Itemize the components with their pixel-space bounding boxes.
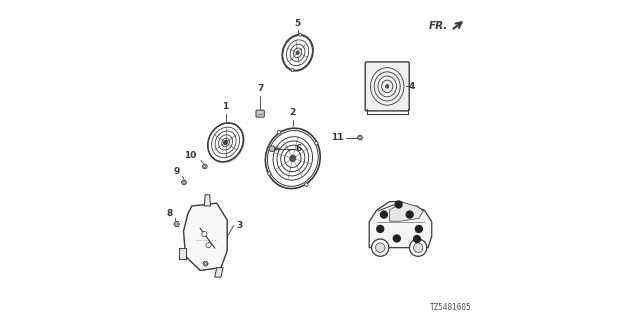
Ellipse shape: [282, 35, 313, 71]
Polygon shape: [369, 202, 432, 248]
Ellipse shape: [223, 140, 228, 145]
Circle shape: [380, 211, 388, 219]
FancyBboxPatch shape: [365, 62, 409, 111]
Circle shape: [205, 263, 207, 265]
Polygon shape: [204, 195, 211, 206]
Ellipse shape: [208, 123, 245, 164]
Ellipse shape: [296, 51, 300, 55]
Polygon shape: [184, 203, 227, 270]
Circle shape: [359, 137, 361, 139]
Text: 2: 2: [290, 108, 296, 117]
Ellipse shape: [385, 84, 389, 88]
Text: 9: 9: [174, 167, 180, 176]
Polygon shape: [203, 261, 208, 266]
Circle shape: [183, 181, 185, 183]
Ellipse shape: [207, 123, 244, 162]
Circle shape: [393, 234, 401, 243]
Ellipse shape: [290, 155, 296, 162]
Circle shape: [204, 165, 206, 167]
Circle shape: [376, 225, 385, 233]
Circle shape: [175, 223, 178, 225]
Text: 3: 3: [236, 221, 243, 230]
Polygon shape: [357, 135, 363, 140]
Circle shape: [394, 200, 403, 209]
Ellipse shape: [278, 130, 281, 134]
Ellipse shape: [305, 183, 308, 187]
Polygon shape: [179, 248, 186, 259]
Polygon shape: [215, 268, 223, 277]
Circle shape: [406, 211, 414, 219]
Circle shape: [413, 235, 421, 243]
Polygon shape: [174, 221, 179, 227]
Circle shape: [269, 146, 275, 152]
Circle shape: [206, 243, 211, 248]
Ellipse shape: [315, 141, 318, 145]
Ellipse shape: [291, 68, 294, 72]
Circle shape: [413, 243, 423, 252]
Circle shape: [376, 243, 385, 252]
Text: 6: 6: [296, 144, 301, 153]
Circle shape: [202, 231, 207, 236]
Circle shape: [372, 239, 389, 256]
Polygon shape: [389, 202, 423, 221]
Circle shape: [415, 225, 423, 233]
Text: FR.: FR.: [429, 20, 448, 31]
Text: 1: 1: [223, 102, 228, 111]
Text: 8: 8: [166, 209, 173, 218]
Text: 5: 5: [294, 19, 301, 28]
Circle shape: [410, 239, 427, 256]
Text: 4: 4: [409, 82, 415, 91]
Ellipse shape: [299, 33, 301, 36]
Text: 11: 11: [332, 133, 344, 142]
Text: 7: 7: [257, 84, 263, 93]
FancyBboxPatch shape: [256, 110, 264, 117]
Text: 10: 10: [184, 151, 196, 160]
Polygon shape: [181, 180, 187, 185]
Ellipse shape: [268, 172, 271, 175]
Polygon shape: [202, 164, 207, 169]
Text: TZ5481605: TZ5481605: [430, 303, 472, 312]
